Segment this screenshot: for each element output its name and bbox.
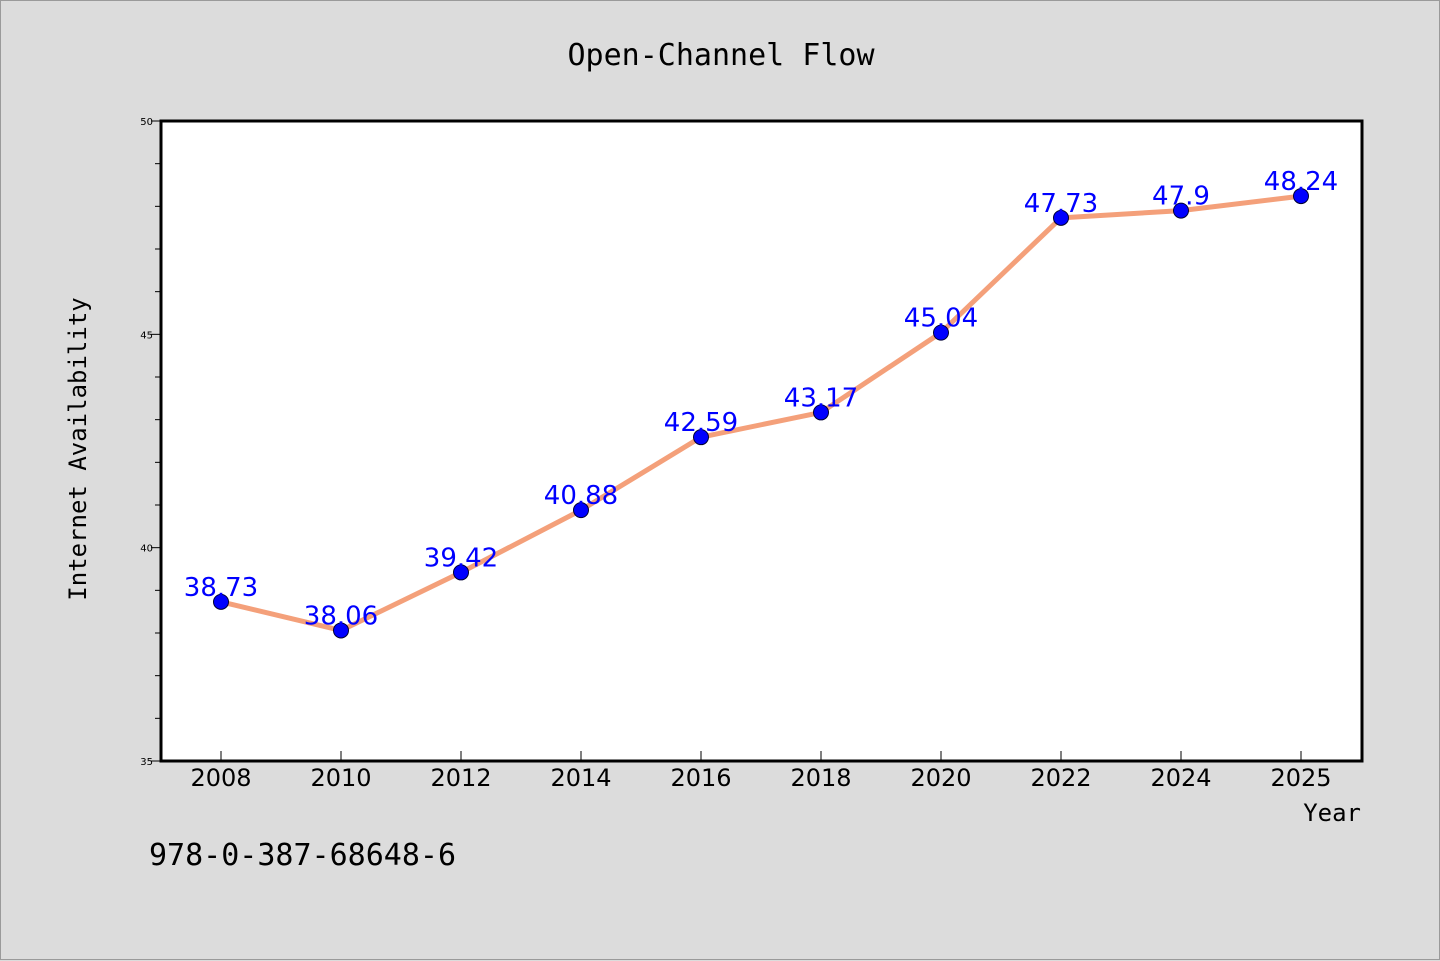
data-label: 47.9	[1152, 182, 1210, 212]
data-point	[213, 593, 229, 610]
x-tick-label: 2020	[910, 764, 971, 792]
x-tick-label: 2010	[310, 764, 371, 792]
data-label: 43.17	[784, 383, 858, 413]
chart-title: Open-Channel Flow	[567, 38, 875, 73]
x-tick-label: 2022	[1030, 764, 1091, 792]
x-axis-title: Year	[1303, 799, 1361, 827]
data-label: 48.24	[1264, 167, 1338, 197]
x-tick-label: 2008	[190, 764, 251, 792]
series-group: 38.73 38.06 39.42 40.88 42.59 43.17 45.04 47.73…	[184, 167, 1338, 639]
data-label: 39.42	[424, 543, 498, 573]
plot-area	[159, 119, 1364, 763]
data-point	[453, 564, 469, 581]
x-tick-label: 2012	[430, 764, 491, 792]
x-tick-label: 2024	[1150, 764, 1211, 792]
data-point	[693, 429, 709, 446]
isbn-code: 978-0-387-68648-6	[149, 838, 456, 873]
data-point	[333, 622, 349, 639]
data-label: 38.06	[304, 601, 378, 631]
y-axis: 35 40 45 50	[140, 117, 161, 768]
series-line	[220, 193, 1302, 633]
data-label: 42.59	[664, 408, 738, 438]
x-tick-label: 2018	[790, 764, 851, 792]
y-tick-label: 35	[140, 757, 153, 768]
x-tick-label: 2016	[670, 764, 731, 792]
data-label: 40.88	[544, 481, 618, 511]
y-tick-label: 50	[140, 117, 153, 128]
x-axis: 2008 2010 2012 2014 2016 2018 2020 2022 2024 2025	[190, 751, 1332, 792]
data-point	[573, 502, 589, 519]
data-point	[1173, 202, 1189, 219]
x-tick-label: 2025	[1270, 764, 1331, 792]
data-point	[1293, 188, 1309, 205]
x-tick-label: 2014	[550, 764, 611, 792]
data-label: 38.73	[184, 573, 258, 603]
y-tick-label: 40	[140, 544, 153, 555]
data-label: 45.04	[904, 304, 978, 334]
data-point	[933, 324, 949, 341]
data-label: 47.73	[1024, 189, 1098, 219]
y-tick-label: 45	[140, 330, 153, 341]
data-point	[1053, 209, 1069, 226]
data-point	[813, 404, 829, 421]
y-axis-title: Internet Availability	[64, 297, 92, 600]
